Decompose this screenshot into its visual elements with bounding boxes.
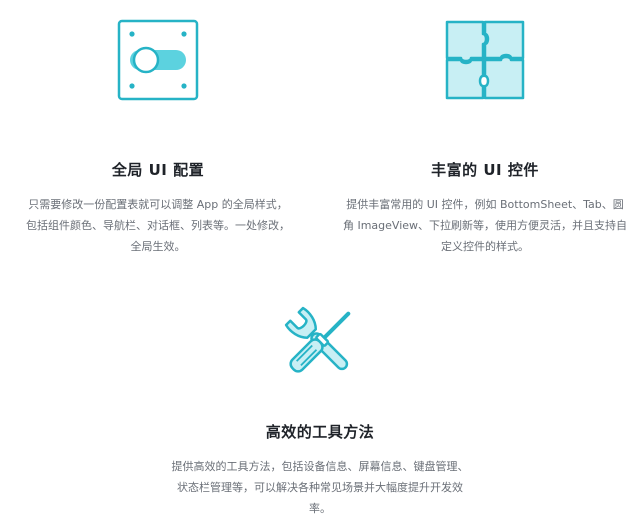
feature-description: 提供高效的工具方法，包括设备信息、屏幕信息、键盘管理、状态栏管理等，可以解决各种…	[171, 460, 469, 515]
puzzle-pieces-icon	[445, 20, 525, 100]
feature-title: 全局 UI 配置	[111, 161, 205, 179]
feature-title: 高效的工具方法	[265, 423, 375, 441]
feature-global-ui-config: 全局 UI 配置 只需要修改一份配置表就可以调整 App 的全局样式，包括组件颜…	[18, 18, 298, 257]
feature-title: 丰富的 UI 控件	[431, 161, 539, 179]
feature-description: 只需要修改一份配置表就可以调整 App 的全局样式，包括组件颜色、导航栏、对话框…	[26, 198, 290, 253]
feature-description: 提供丰富常用的 UI 控件，例如 BottomSheet、Tab、圆角 Imag…	[342, 198, 628, 253]
feature-rich-ui-controls: 丰富的 UI 控件 提供丰富常用的 UI 控件，例如 BottomSheet、T…	[340, 18, 630, 257]
toggle-switch-panel-icon	[117, 19, 199, 101]
feature-efficient-tools: 高效的工具方法 提供高效的工具方法，包括设备信息、屏幕信息、键盘管理、状态栏管理…	[168, 300, 472, 519]
wrench-screwdriver-icon	[284, 306, 351, 373]
